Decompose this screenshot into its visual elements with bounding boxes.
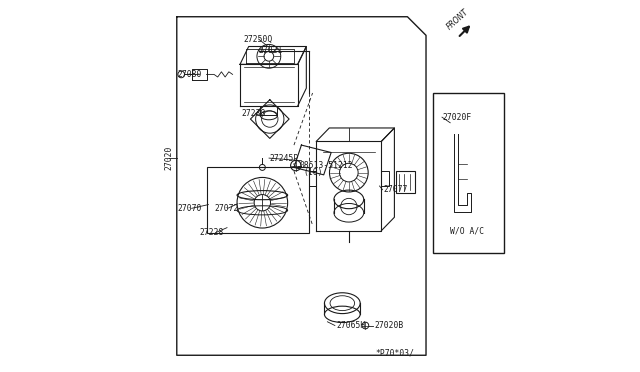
Text: 27020: 27020 <box>164 146 173 170</box>
Text: W/O A/C: W/O A/C <box>450 226 484 235</box>
Bar <box>309 171 316 186</box>
Text: S: S <box>292 163 297 168</box>
Text: 27065H: 27065H <box>337 321 366 330</box>
Text: 27245P: 27245P <box>270 154 299 163</box>
Bar <box>207 167 309 232</box>
Bar <box>396 171 415 193</box>
Text: *P70*03/: *P70*03/ <box>376 348 415 357</box>
Text: FRONT: FRONT <box>445 7 470 32</box>
Text: 27021: 27021 <box>259 46 283 55</box>
Text: 27020F: 27020F <box>443 113 472 122</box>
Text: (10): (10) <box>303 169 323 177</box>
Bar <box>381 171 389 186</box>
Text: 08513-51212: 08513-51212 <box>300 161 353 170</box>
Text: 27250Q: 27250Q <box>244 35 273 44</box>
Text: 27072: 27072 <box>214 204 238 213</box>
Text: 27228: 27228 <box>199 228 223 237</box>
Text: 27020B: 27020B <box>374 321 403 330</box>
Text: 27070: 27070 <box>178 204 202 213</box>
Text: 27238: 27238 <box>242 109 266 118</box>
Bar <box>433 93 504 253</box>
Text: 27080: 27080 <box>178 70 202 79</box>
Text: 27077: 27077 <box>383 185 408 194</box>
